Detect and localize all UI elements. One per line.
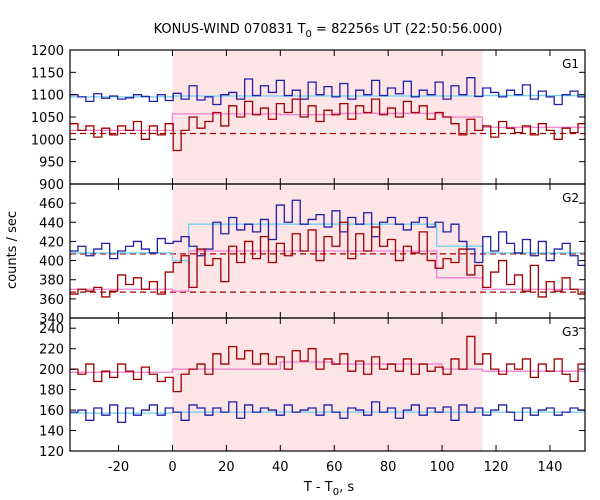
y-axis-title: counts / sec	[5, 211, 20, 289]
y-tick-label: 340	[39, 312, 64, 327]
x-tick-label: 100	[430, 460, 455, 475]
series-line-blue	[70, 77, 585, 106]
panels-layer: G1 900 950 1000 1050 1100 1150 1200 G2 340 360 380 4…	[31, 44, 585, 460]
series-line-blue	[70, 401, 585, 424]
y-tick-label: 1050	[31, 111, 64, 126]
series-line-red	[70, 335, 585, 393]
x-tick-label: 0	[168, 460, 176, 475]
x-tick-label: 20	[218, 460, 235, 475]
y-tick-label: 1150	[31, 66, 64, 81]
x-tick-label: 60	[326, 460, 343, 475]
y-tick-label: 160	[39, 404, 64, 419]
x-tick-label: 120	[484, 460, 509, 475]
panel-frame	[69, 317, 586, 452]
series-line-red	[70, 98, 585, 152]
y-tick-label: 200	[39, 363, 64, 378]
y-tick-label: 1100	[31, 89, 64, 104]
model-step-line	[70, 411, 585, 414]
panel-label: G3	[562, 325, 579, 339]
panel-plot-area	[70, 199, 585, 298]
y-tick-label: 360	[39, 293, 64, 308]
x-tick-label: 140	[538, 460, 563, 475]
y-tick-label: 1000	[31, 133, 64, 148]
y-tick-label: 1200	[31, 44, 64, 59]
y-tick-label: 220	[39, 343, 64, 358]
y-tick-label: 120	[39, 445, 64, 460]
panel-plot-area	[70, 335, 585, 424]
y-tick-label: 460	[39, 197, 64, 212]
chart-title: KONUS-WIND 070831 T0 = 82256s UT (22:50:…	[154, 22, 503, 40]
y-tick-label: 900	[39, 178, 64, 193]
y-tick-label: 140	[39, 425, 64, 440]
panel-label: G1	[562, 57, 579, 71]
panel-plot-area	[70, 77, 585, 152]
panel-label: G2	[562, 191, 579, 205]
y-tick-label: 240	[39, 322, 64, 337]
x-tick-label: -20	[108, 460, 129, 475]
x-axis-title: T - T0, s	[303, 480, 354, 498]
panel-g1: G1 900 950 1000 1050 1100 1150 1200	[31, 44, 585, 193]
y-tick-label: 180	[39, 384, 64, 399]
panel-g2: G2 340 360 380 400 420 440 460	[39, 184, 585, 327]
panel-g3: G3 120 140 160 180 200 220 240	[39, 318, 585, 460]
y-tick-label: 440	[39, 216, 64, 231]
y-tick-label: 380	[39, 274, 64, 289]
y-tick-label: 420	[39, 235, 64, 250]
x-tick-label: 40	[272, 460, 289, 475]
y-tick-label: 950	[39, 156, 64, 171]
series-line-red	[70, 221, 585, 298]
y-tick-label: 400	[39, 255, 64, 270]
x-tick-label: 80	[380, 460, 397, 475]
frame-layer: -20 0 20 40 60 80 100 120 140	[69, 49, 586, 475]
